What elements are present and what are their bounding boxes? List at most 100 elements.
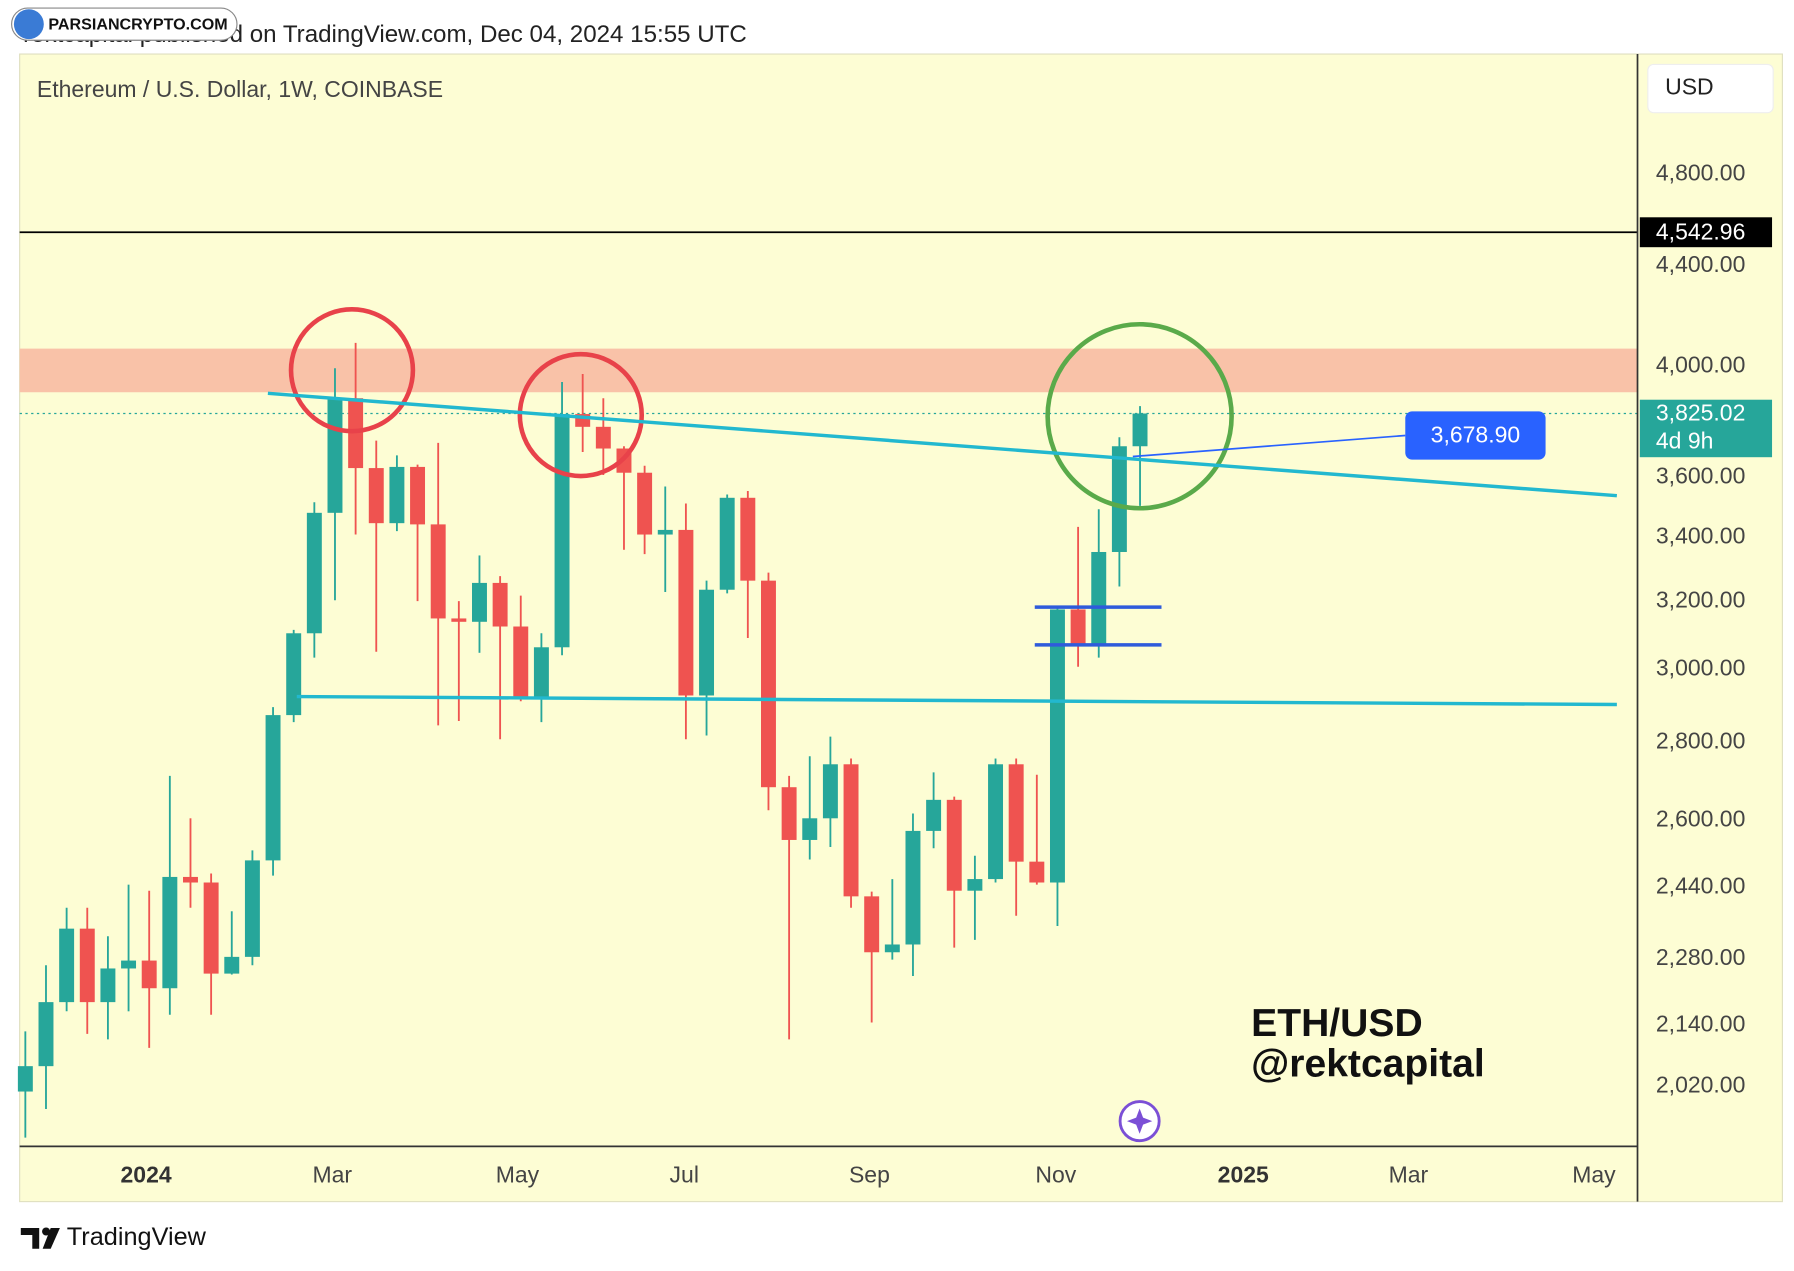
candle-body: [719, 497, 735, 590]
watermark-badge: PARSIANCRYPTO.COM: [11, 7, 238, 41]
price-line: [1132, 434, 1406, 458]
candle-body: [802, 818, 818, 840]
candle-body: [864, 896, 880, 953]
candle-body: [224, 956, 240, 974]
candle-body: [244, 860, 260, 957]
candle-body: [265, 715, 281, 861]
y-tick-label: 4,400.00: [1656, 251, 1745, 277]
candle-body: [1091, 551, 1107, 645]
highlight-circle: [517, 351, 645, 479]
candle-body: [513, 626, 529, 699]
candle-body: [183, 876, 198, 883]
annotation: @rektcapital: [1251, 1042, 1485, 1085]
candle-body: [79, 928, 95, 1003]
highlight-circle: [288, 307, 416, 434]
y-tick-label: 2,140.00: [1656, 1011, 1745, 1037]
marks-layer: [17, 342, 1148, 1138]
candle-body: [38, 1002, 54, 1067]
y-tick-label: 3,400.00: [1656, 523, 1745, 549]
candle-body: [843, 764, 859, 897]
candle-body: [100, 968, 116, 1003]
candle-body: [946, 799, 962, 891]
y-tick-label: 2,020.00: [1656, 1071, 1745, 1097]
candle-body: [1111, 446, 1127, 552]
candle-body: [822, 764, 838, 819]
candle-body: [1049, 609, 1065, 883]
candle-body: [657, 529, 673, 535]
under-layer: [19, 231, 1638, 415]
logo-mark: [20, 1228, 40, 1249]
candle-body: [967, 879, 983, 891]
x-tick-label: Sep: [849, 1161, 890, 1187]
candle-body: [492, 582, 508, 627]
candle-body: [141, 960, 157, 989]
candle-body: [926, 799, 942, 831]
candle-body: [389, 466, 405, 524]
currency[interactable]: USD: [1665, 74, 1714, 100]
candle-body: [637, 472, 653, 535]
countdown: 4d 9h: [1656, 427, 1714, 453]
event-star: [1126, 1108, 1153, 1134]
last-price-label: 3,825.02: [1656, 400, 1745, 426]
candle-body: [595, 426, 611, 449]
watermark: PARSIANCRYPTO.COM: [48, 16, 227, 34]
annotation: ETH/USD: [1251, 1002, 1423, 1045]
currency-button[interactable]: [1647, 63, 1774, 114]
x-tick-label: Mar: [312, 1161, 352, 1187]
candle-body: [988, 764, 1004, 880]
footer: TradingView: [67, 1223, 207, 1251]
candle-body: [430, 524, 446, 619]
y-tick-label: 2,440.00: [1656, 872, 1745, 898]
x-tick-label: Mar: [1389, 1161, 1429, 1187]
y-tick-label: 3,000.00: [1656, 655, 1745, 681]
y-tick-label: 2,600.00: [1656, 805, 1745, 831]
x-tick-label: May: [1572, 1161, 1616, 1187]
level-label-box: [1639, 217, 1773, 248]
y-tick-label: 4,800.00: [1656, 159, 1745, 185]
candle-body: [162, 876, 178, 989]
candle-body: [410, 466, 426, 525]
y-tick-label: 3,600.00: [1656, 462, 1745, 488]
candle-body: [59, 928, 75, 1003]
watermark-logo: [13, 9, 44, 40]
level-label: 4,542.96: [1656, 218, 1745, 244]
watermark-box: [11, 7, 238, 41]
candle-body: [760, 580, 776, 788]
candle-body: [472, 582, 487, 622]
y-tick-label: 2,280.00: [1656, 944, 1745, 970]
candle-body: [533, 647, 549, 699]
candle-body: [905, 830, 921, 945]
candle-body: [368, 468, 384, 524]
x-tick-label: 2024: [121, 1161, 172, 1187]
candle-body: [740, 497, 756, 581]
price-line-label: 3,678.90: [1431, 422, 1520, 448]
tradingview-logo: [20, 1227, 60, 1249]
resistance-zone: [19, 348, 1638, 393]
x-tick-label: Nov: [1035, 1161, 1076, 1187]
candle-body: [203, 882, 219, 974]
y-tick-label: 4,000.00: [1656, 351, 1745, 377]
x-tick-label: May: [496, 1161, 540, 1187]
candle-body: [121, 960, 137, 969]
candle-body: [554, 414, 570, 648]
candle-body: [1029, 861, 1045, 883]
candle-body: [1132, 413, 1148, 447]
logo-mark: [42, 1228, 60, 1249]
candle-body: [678, 529, 694, 696]
candle-body: [451, 618, 467, 622]
chart-title: Ethereum / U.S. Dollar, 1W, COINBASE: [37, 76, 443, 102]
x-tick-label: 2025: [1218, 1161, 1269, 1187]
candle-body: [1008, 764, 1024, 862]
logo-mark: [42, 1227, 51, 1236]
y-tick-label: 2,800.00: [1656, 727, 1745, 753]
candle-body: [884, 944, 900, 953]
candle-body: [1070, 609, 1086, 645]
over-layer: 3,678.90: [267, 307, 1618, 1143]
x-tick-label: Jul: [670, 1161, 699, 1187]
trendline: [296, 694, 1617, 707]
price-line-label-box: [1405, 411, 1546, 460]
candle-body: [699, 589, 715, 696]
candle-body: [327, 398, 343, 513]
